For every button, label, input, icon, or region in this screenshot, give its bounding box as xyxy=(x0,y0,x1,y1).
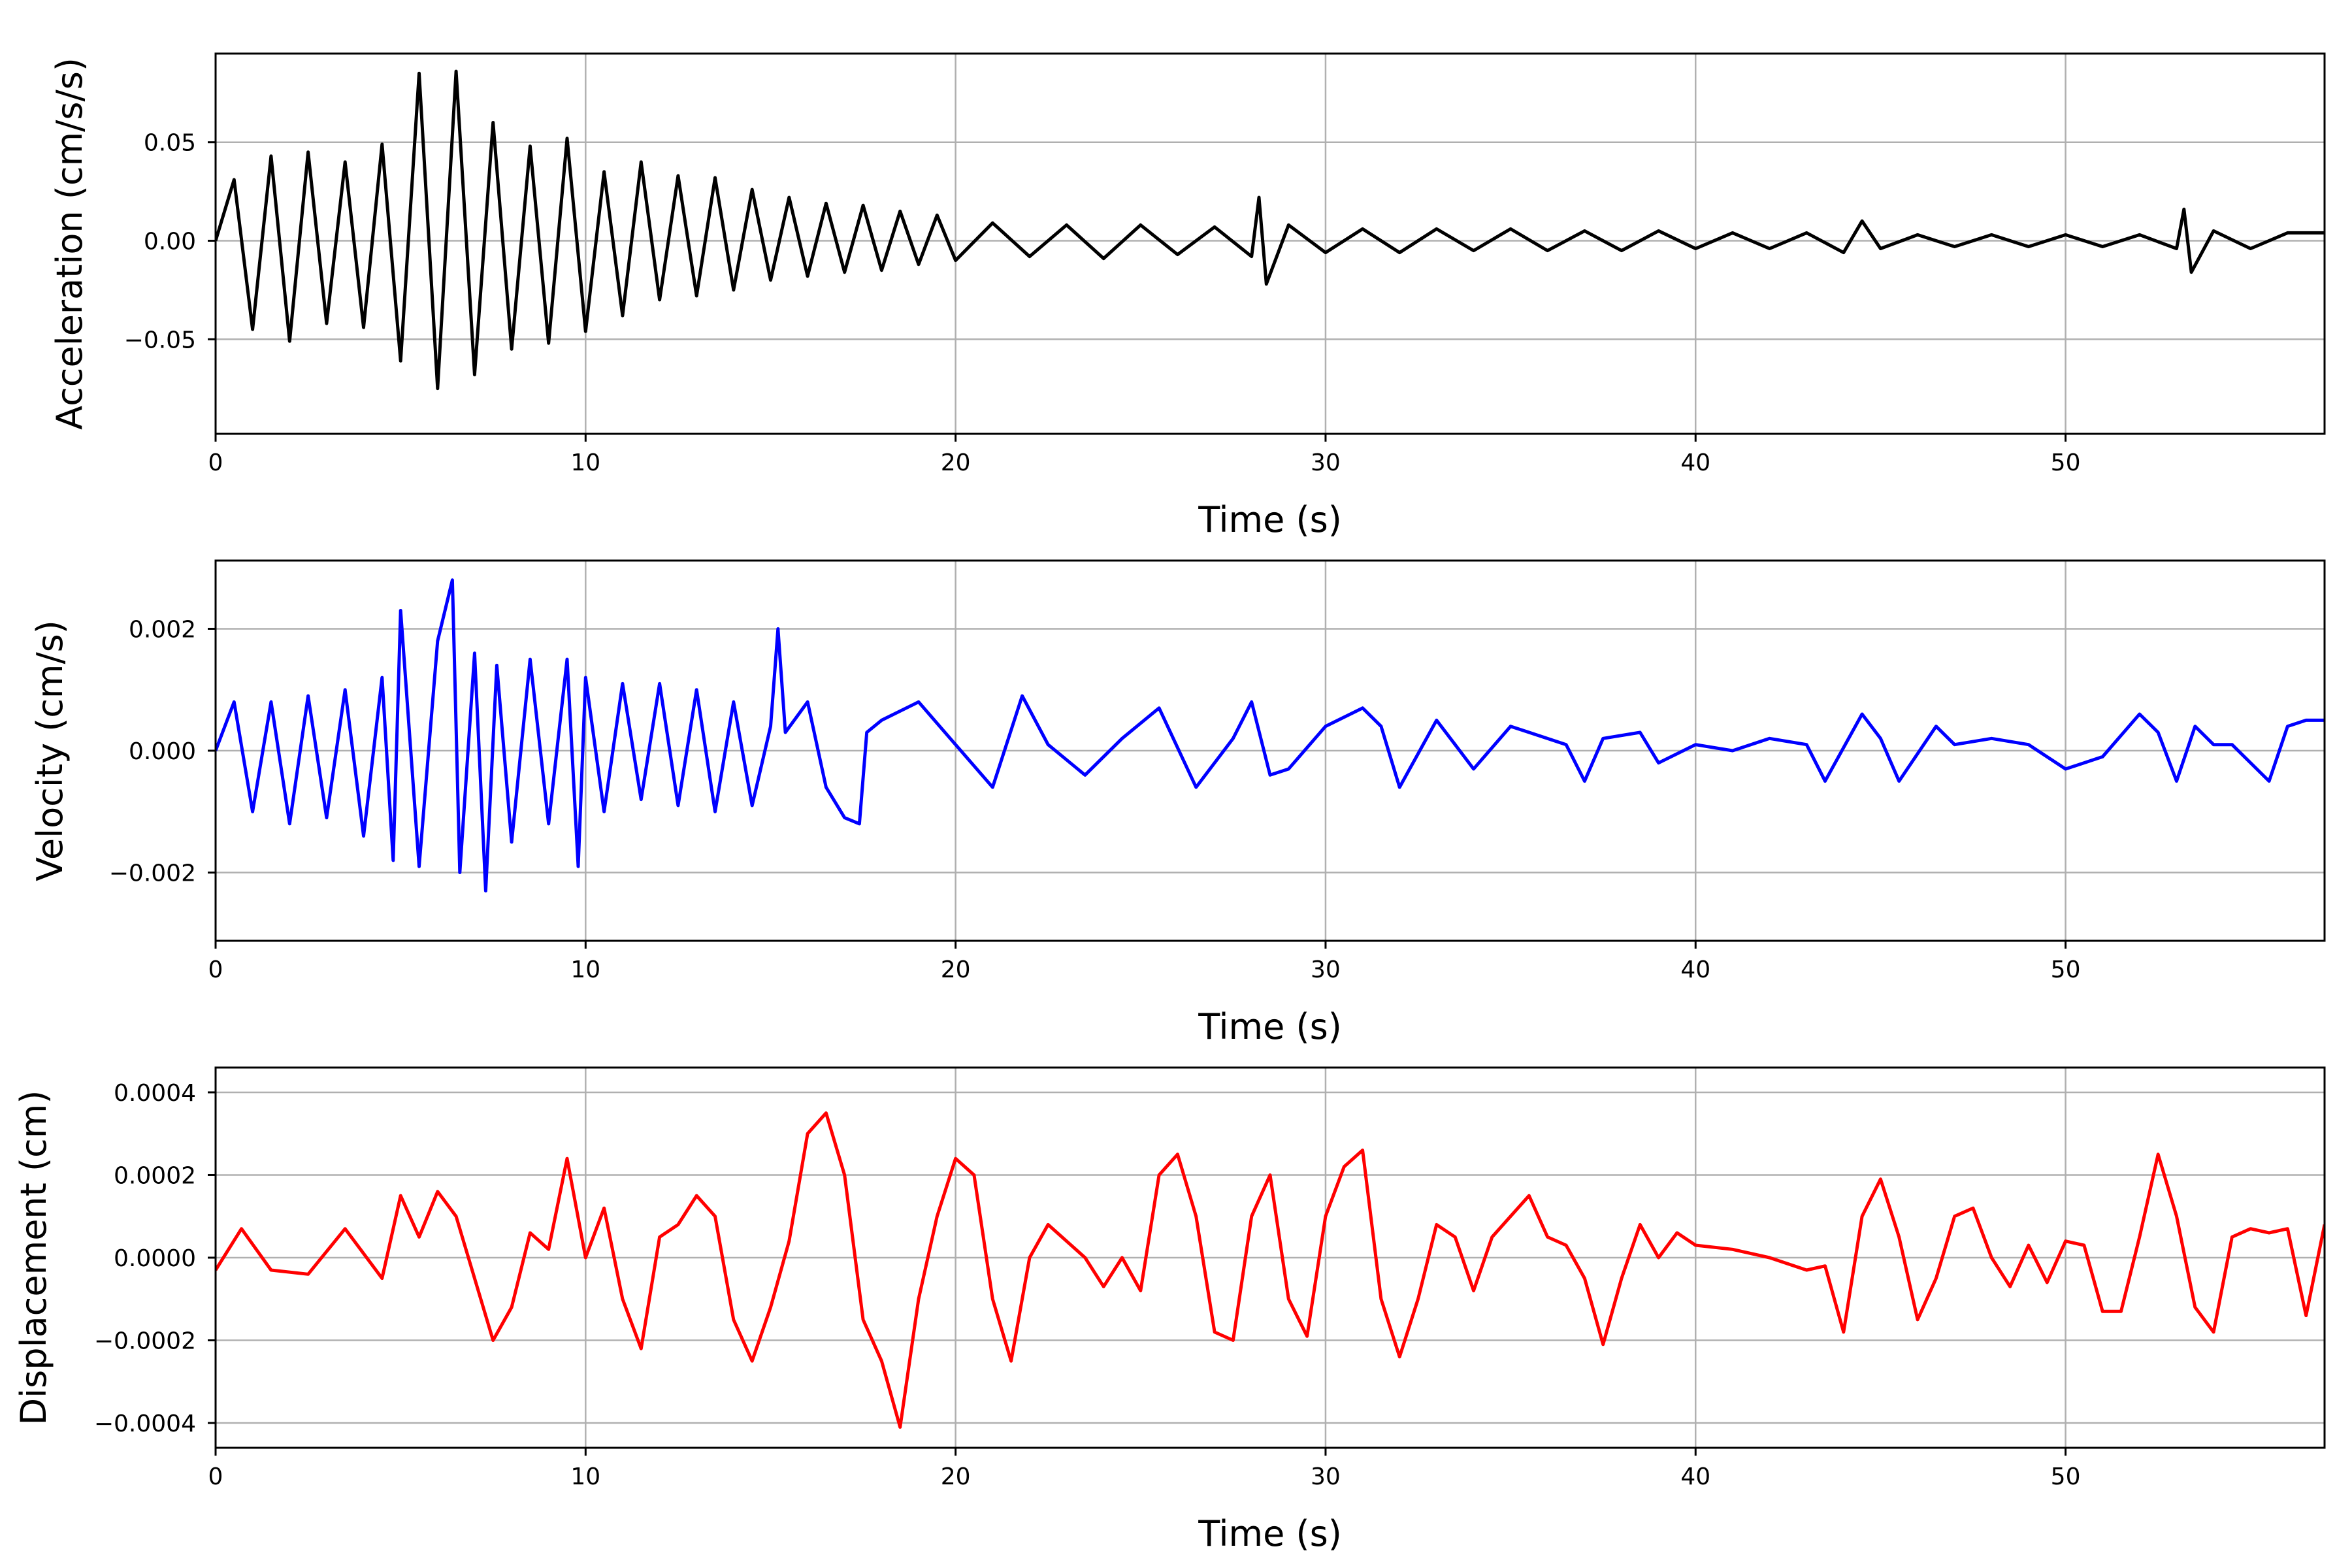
acceleration-panel: 0 10 20 30 40 50 −0.05 0.00 0.05 Time (s) Accelera… xyxy=(49,52,2326,540)
acceleration-y-tick-label: 0.05 xyxy=(144,130,196,157)
displacement-y-tick-label: −0.0004 xyxy=(94,1411,196,1437)
velocity-y-axis-title: Velocity (cm/s) xyxy=(29,620,71,881)
displacement-y-tick-label: 0.0004 xyxy=(114,1080,196,1107)
displacement-x-tick-label: 10 xyxy=(570,1463,600,1490)
displacement-y-tick-label: −0.0002 xyxy=(94,1328,196,1355)
acceleration-x-tick-label: 50 xyxy=(2051,449,2081,476)
displacement-y-axis-title: Displacement (cm) xyxy=(13,1090,54,1426)
acceleration-x-tick-label: 10 xyxy=(570,449,600,476)
displacement-x-tick-label: 20 xyxy=(941,1463,971,1490)
displacement-x-axis-title: Time (s) xyxy=(1198,1513,1342,1554)
velocity-y-tick-label: −0.002 xyxy=(109,860,196,887)
acceleration-x-tick-label: 40 xyxy=(1680,449,1710,476)
displacement-series-line xyxy=(216,1111,2325,1429)
velocity-x-tick-label: 40 xyxy=(1680,956,1710,983)
velocity-x-tick-label: 50 xyxy=(2051,956,2081,983)
acceleration-y-tick-label: −0.05 xyxy=(124,327,196,353)
acceleration-y-axis-title: Acceleration (cm/s/s) xyxy=(49,57,90,430)
velocity-x-tick-label: 20 xyxy=(941,956,971,983)
acceleration-x-tick-label: 20 xyxy=(941,449,971,476)
acceleration-x-tick-label: 0 xyxy=(208,449,223,476)
velocity-y-tick-label: 0.002 xyxy=(129,616,196,643)
acceleration-x-axis-title: Time (s) xyxy=(1198,499,1342,540)
velocity-series-line xyxy=(216,578,2325,892)
displacement-x-tick-label: 30 xyxy=(1311,1463,1341,1490)
displacement-y-tick-label: 0.0002 xyxy=(114,1162,196,1189)
velocity-x-tick-label: 10 xyxy=(570,956,600,983)
displacement-x-tick-label: 40 xyxy=(1680,1463,1710,1490)
velocity-y-tick-label: 0.000 xyxy=(129,738,196,765)
acceleration-x-tick-label: 30 xyxy=(1311,449,1341,476)
displacement-x-tick-label: 0 xyxy=(208,1463,223,1490)
acceleration-series-line xyxy=(216,69,2325,391)
displacement-x-tick-label: 50 xyxy=(2051,1463,2081,1490)
velocity-panel: 0 10 20 30 40 50 −0.002 0.000 0.002 Time (s) Veloc… xyxy=(29,559,2326,1047)
displacement-panel: 0 10 20 30 40 50 −0.0004 −0.0002 0.0000 0.0002 0.0… xyxy=(13,1066,2326,1554)
velocity-x-tick-label: 0 xyxy=(208,956,223,983)
velocity-x-tick-label: 30 xyxy=(1311,956,1341,983)
displacement-y-tick-label: 0.0000 xyxy=(114,1245,196,1272)
velocity-x-axis-title: Time (s) xyxy=(1198,1006,1342,1047)
acceleration-axes-frame xyxy=(214,52,2326,435)
acceleration-y-tick-label: 0.00 xyxy=(144,228,196,255)
